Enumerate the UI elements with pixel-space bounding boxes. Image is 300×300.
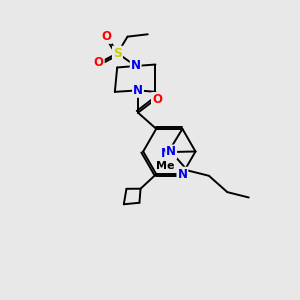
Text: O: O [102, 30, 112, 43]
Text: N: N [133, 84, 143, 97]
Text: N: N [131, 59, 141, 73]
Text: Me: Me [156, 160, 175, 171]
Text: O: O [152, 93, 162, 106]
Text: S: S [113, 47, 122, 60]
Text: N: N [161, 147, 171, 160]
Text: N: N [166, 146, 176, 158]
Text: O: O [94, 56, 104, 70]
Text: N: N [177, 168, 188, 181]
